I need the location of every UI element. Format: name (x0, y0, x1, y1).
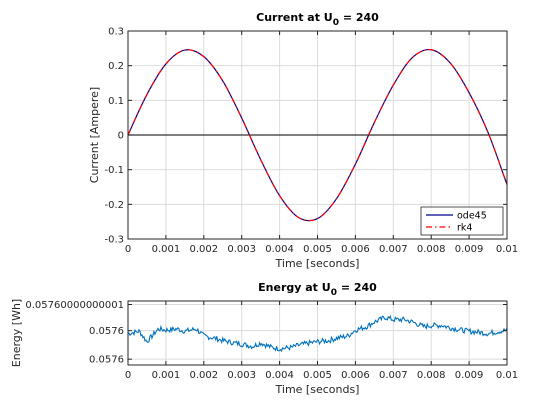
energy-chart: 0 0.001 0.002 0.003 0.004 0.005 0.006 0.007 0.00… (10, 281, 518, 396)
current-x-tick-label: 0.001 (152, 244, 181, 255)
current-x-tick-label: 0.01 (496, 244, 518, 255)
energy-x-tick-label: 0.007 (379, 370, 408, 381)
current-x-tick-label: 0.003 (227, 244, 256, 255)
current-legend-label-rk4: rk4 (457, 223, 472, 234)
energy-y-ticks: 0.05760000000001 0.0576 0.0576 (25, 300, 507, 366)
energy-x-tick-label: 0.004 (265, 370, 294, 381)
current-x-tick-label: 0.002 (189, 244, 218, 255)
current-y-tick-label: -0.2 (104, 200, 124, 211)
energy-x-tick-label: 0.005 (303, 370, 332, 381)
current-x-tick-label: 0.009 (455, 244, 484, 255)
current-y-tick-label: 0.1 (108, 96, 124, 107)
energy-y-label: Energy [Wh] (10, 299, 23, 367)
energy-x-label: Time [seconds] (275, 383, 360, 396)
energy-series-line (127, 314, 508, 353)
current-x-tick-label: 0.005 (303, 244, 332, 255)
current-y-tick-label: 0.3 (108, 27, 124, 38)
current-x-tick-label: 0.006 (341, 244, 370, 255)
current-x-tick-label: 0.007 (379, 244, 408, 255)
current-legend-label-ode45: ode45 (457, 211, 487, 222)
current-y-label: Current [Ampere] (88, 87, 101, 183)
current-y-tick-label: -0.1 (104, 165, 124, 176)
current-x-label: Time [seconds] (275, 257, 360, 270)
current-y-tick-label: -0.3 (104, 235, 124, 246)
energy-series (127, 314, 508, 353)
current-x-tick-label: 0 (125, 244, 131, 255)
current-x-ticks: 0 0.001 0.002 0.003 0.004 0.005 0.006 0.007 0.00… (125, 31, 518, 255)
energy-y-tick-label: 0.05760000000001 (25, 300, 124, 311)
energy-x-tick-label: 0 (125, 370, 131, 381)
energy-x-tick-label: 0.009 (455, 370, 484, 381)
current-x-tick-label: 0.004 (265, 244, 294, 255)
energy-x-tick-label: 0.006 (341, 370, 370, 381)
current-title: Current at U0 = 240 (256, 11, 379, 28)
energy-x-tick-label: 0.002 (189, 370, 218, 381)
energy-x-ticks: 0 0.001 0.002 0.003 0.004 0.005 0.006 0.007 0.00… (125, 301, 518, 381)
current-series (127, 48, 508, 222)
energy-title: Energy at U0 = 240 (258, 281, 377, 298)
energy-x-tick-label: 0.01 (496, 370, 518, 381)
energy-x-tick-label: 0.001 (152, 370, 181, 381)
energy-y-tick-label: 0.0576 (89, 326, 124, 337)
current-series-rk4-line (127, 48, 508, 222)
current-x-tick-label: 0.008 (417, 244, 446, 255)
current-chart: 0 0.001 0.002 0.003 0.004 0.005 0.006 0.007 0.00… (88, 11, 518, 270)
energy-y-tick-label: 0.0576 (89, 355, 124, 366)
current-y-tick-label: 0.2 (108, 61, 124, 72)
current-legend-box (420, 206, 504, 236)
current-y-tick-label: 0 (118, 131, 124, 142)
energy-x-tick-label: 0.003 (227, 370, 256, 381)
energy-x-tick-label: 0.008 (417, 370, 446, 381)
current-y-ticks: -0.3 -0.2 -0.1 0 0.1 0.2 0.3 (104, 27, 507, 246)
